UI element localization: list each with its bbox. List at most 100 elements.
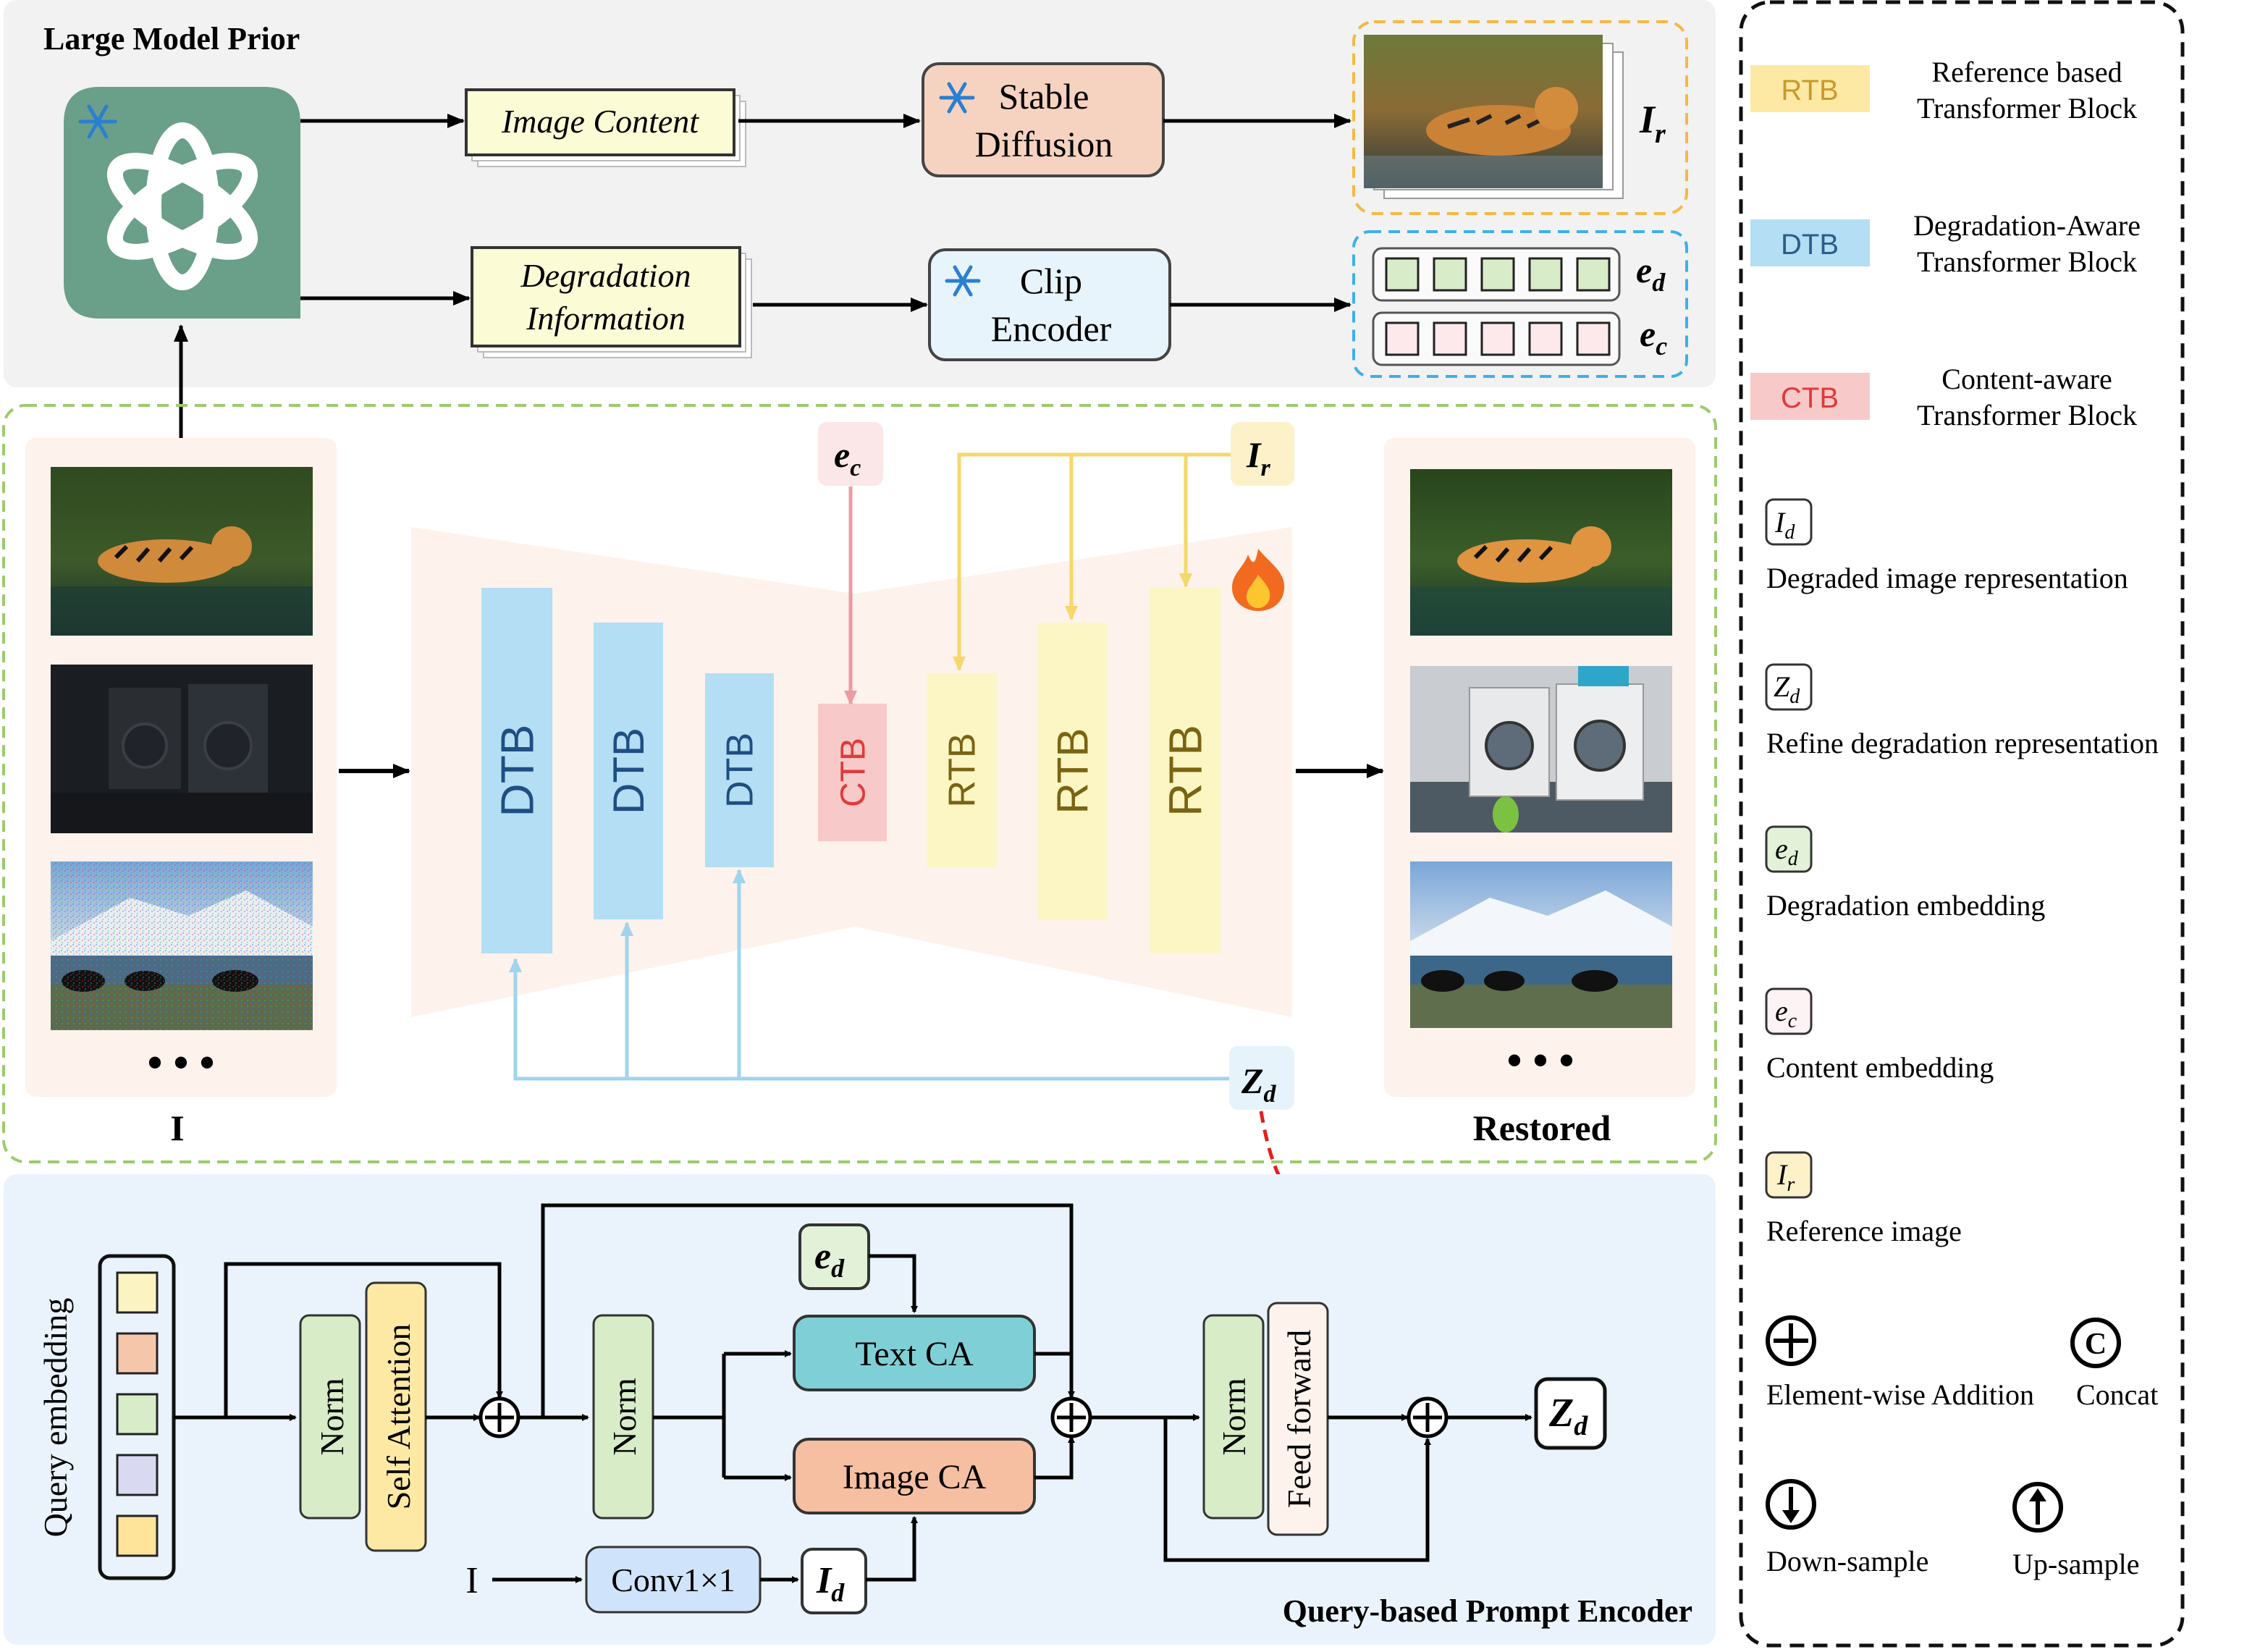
ed-token-2	[1433, 257, 1467, 292]
id-tag-label: Id	[816, 1560, 845, 1607]
legend-concat-text: Concat	[2076, 1378, 2158, 1411]
zd-tag	[1229, 1046, 1294, 1110]
degradation-info-box: Degradation Information	[471, 246, 752, 358]
stable-diffusion-line1: Stable	[999, 76, 1089, 117]
legend-dtb-line2: Transformer Block	[1917, 245, 2137, 278]
ec-token-1	[1385, 321, 1420, 356]
middle-panel-frame	[2, 404, 1717, 1163]
block-dtb-3	[705, 673, 774, 867]
norm-block-3	[1202, 1314, 1265, 1520]
block-label-3: DTB	[720, 733, 762, 808]
query-token-2	[116, 1332, 159, 1375]
input-image-mountain	[51, 861, 313, 1030]
output-image-tiger	[1410, 469, 1672, 636]
top-panel-title: Large Model Prior	[43, 21, 300, 56]
legend-ir-text: Reference image	[1766, 1215, 1962, 1247]
text-ca-label: Text CA	[855, 1335, 974, 1373]
conv-label: Conv1×1	[611, 1562, 735, 1598]
snowflake-icon	[939, 82, 975, 114]
query-token-3	[116, 1393, 159, 1436]
image-content-box: Image Content	[465, 88, 746, 167]
input-label: I	[170, 1108, 184, 1148]
query-token-4	[116, 1454, 159, 1496]
zd-to-dtb-arrows	[509, 869, 1229, 1081]
zd-output-tag	[1534, 1377, 1607, 1450]
self-attention-label: Self Attention	[380, 1324, 417, 1510]
ec-token-5	[1576, 321, 1611, 356]
snowflake-icon	[78, 104, 117, 139]
legend-upsample-text: Up-sample	[2012, 1548, 2140, 1580]
block-dtb-1	[481, 588, 552, 953]
ed-token-cells	[1385, 257, 1611, 292]
block-label-6: RTB	[1049, 728, 1097, 814]
norm-block-1	[299, 1314, 361, 1520]
degradation-info-line2: Information	[526, 300, 686, 337]
legend-zd-symbol-label: Zd	[1774, 670, 1800, 708]
ec-token-4	[1528, 321, 1563, 356]
ir-tag-label: Ir	[1246, 434, 1270, 481]
bottom-wiring	[174, 1203, 1532, 1583]
bottom-panel-title: Query-based Prompt Encoder	[1283, 1593, 1692, 1629]
zd-output-label: Zd	[1548, 1391, 1588, 1441]
legend-rtb-line2: Transformer Block	[1917, 92, 2137, 125]
llm-logo	[64, 87, 300, 319]
ed-input-label: ed	[814, 1236, 845, 1283]
ed-token-1	[1385, 257, 1420, 292]
network-blocks: DTB DTB DTB CTB RTB RTB RTB	[481, 588, 1220, 953]
top-panel-bg	[4, 0, 1716, 387]
legend-ir-symbol-label: Ir	[1776, 1158, 1795, 1196]
query-embedding-label: Query embedding	[37, 1298, 74, 1538]
clip-encoder-line2: Encoder	[991, 308, 1112, 349]
block-rtb-5	[927, 673, 997, 867]
legend-zd-text: Refine degradation representation	[1766, 727, 2159, 759]
output-ellipsis: • • •	[1506, 1037, 1574, 1084]
ir-tag	[1231, 422, 1294, 486]
query-token-1	[116, 1271, 159, 1314]
block-label-4: CTB	[834, 738, 872, 807]
degradation-info-line1: Degradation	[520, 257, 691, 294]
add-operator-1	[478, 1396, 520, 1438]
stable-diffusion-box: Stable Diffusion	[922, 62, 1165, 177]
input-image-laundry	[51, 665, 313, 833]
legend-dtb-swatch	[1750, 219, 1870, 266]
legend-downsample-text: Down-sample	[1766, 1545, 1928, 1577]
clip-encoder-box: Clip Encoder	[928, 248, 1171, 361]
fire-icon	[1232, 549, 1285, 611]
block-label-1: DTB	[491, 725, 543, 817]
ec-token-2	[1433, 321, 1467, 356]
ec-tag-label: ec	[834, 434, 861, 481]
legend-dtb-tag: DTB	[1781, 229, 1839, 261]
input-ellipsis: • • •	[147, 1039, 214, 1087]
legend-downsample-icon	[1766, 1479, 1816, 1530]
norm-label-3: Norm	[1215, 1378, 1252, 1456]
ir-image-stack	[1364, 35, 1624, 199]
legend-ctb-swatch	[1750, 373, 1870, 420]
legend-ec-symbol	[1765, 987, 1813, 1035]
ed-token-4	[1528, 257, 1563, 292]
block-label-5: RTB	[942, 733, 984, 807]
legend-ed-text: Degradation embedding	[1766, 889, 2045, 922]
legend-ed-symbol-label: ed	[1775, 833, 1799, 870]
norm-label-2: Norm	[606, 1378, 643, 1456]
legend-rtb-swatch	[1750, 65, 1870, 112]
conv-input-label: I	[465, 1560, 478, 1601]
stable-diffusion-line2: Diffusion	[975, 124, 1113, 164]
zd-tag-label: Zd	[1241, 1061, 1277, 1108]
feed-forward-label: Feed forward	[1281, 1330, 1317, 1509]
legend-id-symbol-label: Id	[1774, 506, 1795, 544]
query-embedding-tokens	[116, 1271, 159, 1557]
norm-label-1: Norm	[313, 1378, 350, 1456]
legend-concat-symbol: C	[2085, 1328, 2107, 1361]
query-token-5	[116, 1514, 159, 1557]
ir-output-label: Ir	[1639, 98, 1666, 149]
ec-output-label: ec	[1640, 313, 1667, 361]
ed-token-3	[1480, 257, 1515, 292]
legend-id-symbol	[1765, 498, 1813, 546]
input-image-tiger	[51, 467, 313, 636]
legend-add-text: Element-wise Addition	[1766, 1378, 2034, 1411]
ec-token-cells	[1385, 321, 1611, 356]
legend-id-text: Degraded image representation	[1766, 562, 2128, 594]
output-label: Restored	[1473, 1108, 1611, 1148]
